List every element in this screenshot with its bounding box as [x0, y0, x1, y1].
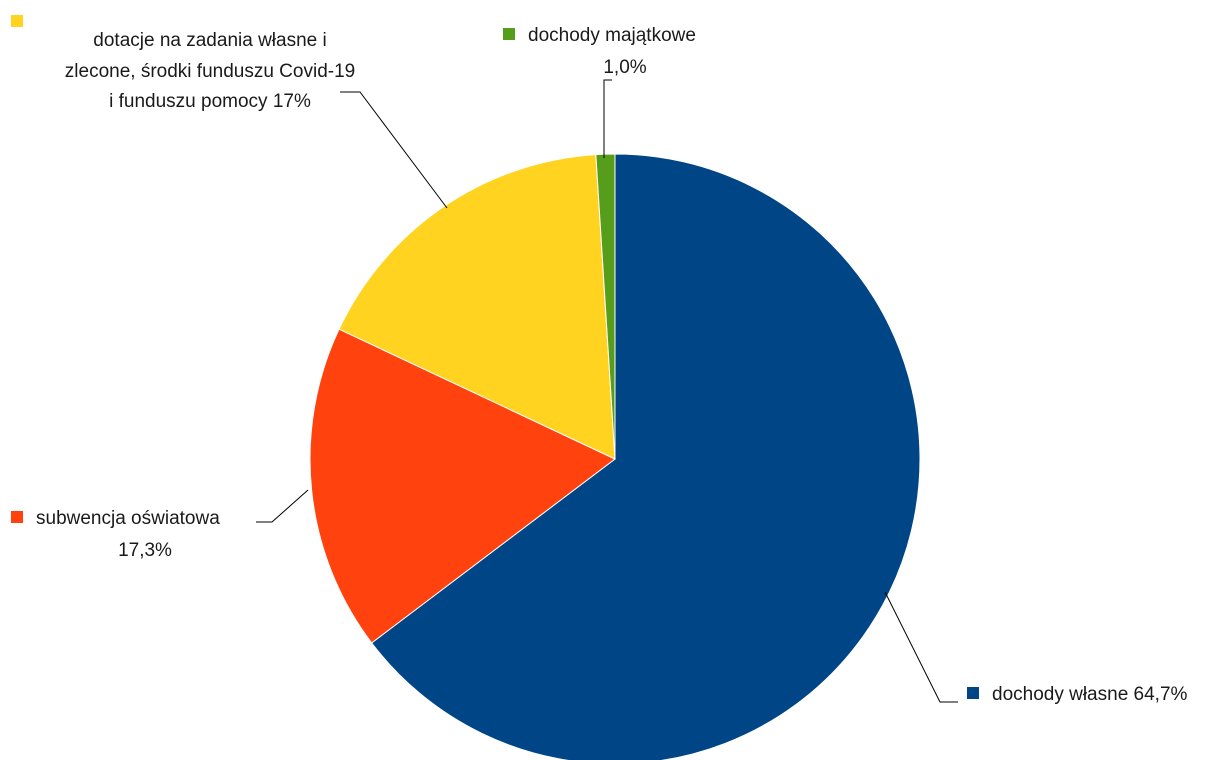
pie-slice-dochody-wlasne [370, 153, 921, 760]
label-dotacje: dotacje na zadania własne i zlecone, śro… [11, 15, 448, 209]
pie-slices [309, 153, 921, 760]
swatch-dochody-wlasne [967, 687, 979, 699]
leader-line-subwencja [256, 489, 309, 523]
label-subwencja-line-1: subwencja oświatowa [36, 508, 220, 529]
label-dochody-wlasne: dochody własne 64,7% [884, 591, 1188, 705]
pie-slice-dochody-majatkowe [595, 153, 616, 460]
label-dotacje-line-2: zlecone, środki funduszu Covid-19 [65, 61, 355, 82]
label-subwencja-line-2: 17,3% [118, 540, 172, 561]
label-dotacje-line-3: i funduszu pomocy 17% [109, 91, 311, 112]
leader-line-dochody-majatkowe [603, 79, 612, 158]
swatch-dochody-majatkowe [503, 28, 515, 40]
swatch-subwencja [11, 511, 23, 523]
label-subwencja: subwencja oświatowa 17,3% [11, 489, 309, 561]
pie-labels: dochody własne 64,7% subwencja oświatowa… [11, 15, 1188, 705]
leader-line-dotacje [340, 91, 448, 209]
label-dotacje-line-1: dotacje na zadania własne i [93, 30, 326, 51]
swatch-dotacje [11, 15, 23, 27]
label-dochody-majatkowe: dochody majątkowe 1,0% [503, 25, 696, 158]
pie-slice-dotacje [338, 154, 616, 460]
label-dochody-wlasne-line-1: dochody własne 64,7% [992, 684, 1188, 705]
label-dochody-majatkowe-line-1: dochody majątkowe [528, 25, 696, 46]
label-dochody-majatkowe-line-2: 1,0% [603, 57, 646, 78]
pie-slice-subwencja [309, 328, 616, 644]
leader-line-dochody-wlasne [884, 591, 958, 703]
